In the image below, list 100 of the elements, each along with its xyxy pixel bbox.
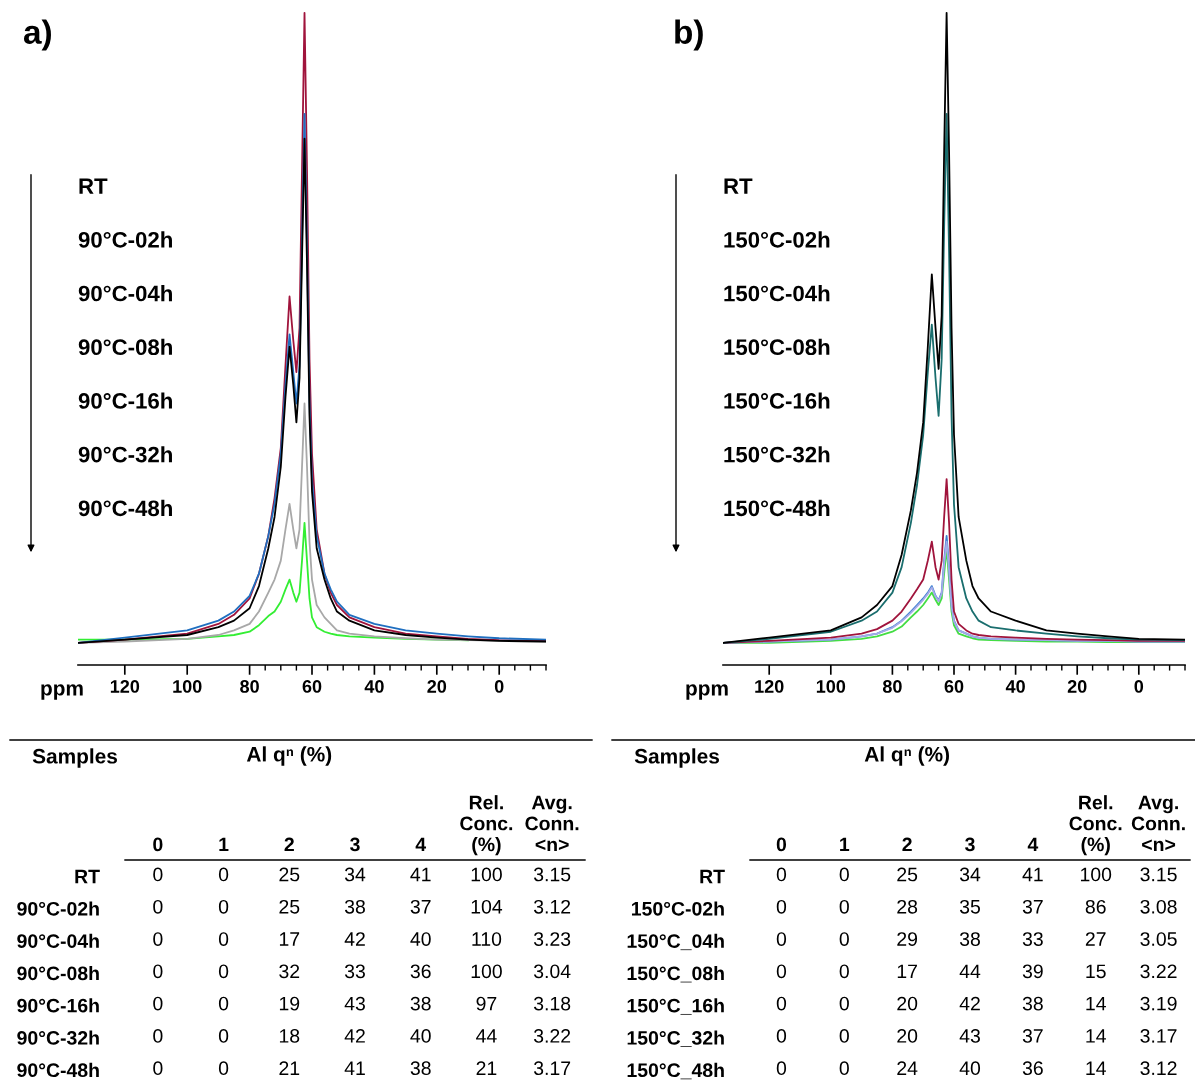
data-label: 3.17 xyxy=(1140,1029,1177,1043)
data-label: 25 xyxy=(279,899,300,914)
data-label: 3.23 xyxy=(533,932,571,946)
y-tick-label: 150°C_32h xyxy=(627,1030,724,1047)
data-label: 21 xyxy=(279,1061,300,1075)
data-label: 37 xyxy=(410,899,431,914)
data-label: 3.04 xyxy=(533,964,571,979)
y-tick-label: 90°C-32h xyxy=(17,1030,99,1045)
data-label: 0 xyxy=(839,964,849,979)
data-label: 38 xyxy=(410,1061,431,1076)
annotation: 90°C-04h xyxy=(78,285,172,302)
x-tick-label: 60 xyxy=(944,680,964,693)
data-label: 0 xyxy=(218,964,229,979)
data-label: 24 xyxy=(897,1061,918,1075)
annotation: 150°C-16h xyxy=(724,392,830,409)
data-label: 0 xyxy=(776,964,787,979)
data-label: 38 xyxy=(344,899,365,914)
annotation: 90°C-16h xyxy=(78,392,172,409)
data-label: 0 xyxy=(839,996,849,1011)
x-tick-label: 0 xyxy=(494,680,504,693)
annotation: 90°C-32h xyxy=(78,446,172,463)
x-tick-label: 40 xyxy=(1005,680,1025,693)
data-label: 3.12 xyxy=(533,899,571,914)
y-tick-label: RT xyxy=(700,869,725,884)
x-tick-label: Avg. Conn. <n> xyxy=(1131,795,1185,852)
x-tick-label: 4 xyxy=(415,837,427,852)
x-tick-label: 1 xyxy=(219,837,229,852)
y-tick-label: 90°C-04h xyxy=(17,933,99,948)
data-label: 0 xyxy=(839,1029,849,1043)
data-label: 3.18 xyxy=(533,996,571,1011)
data-label: 20 xyxy=(897,1029,918,1043)
data-label: 0 xyxy=(776,899,787,914)
x-tick-label: 2 xyxy=(902,837,912,852)
data-label: 100 xyxy=(471,867,502,882)
x-tick-label: 4 xyxy=(1027,837,1039,852)
y-tick-label: 150°C_48h xyxy=(627,1062,724,1080)
x-tick-label: 120 xyxy=(110,680,140,693)
text: Al qⁿ (%) xyxy=(864,746,949,766)
data-label: 0 xyxy=(776,932,787,946)
x-tick-label: 1 xyxy=(840,837,850,852)
data-label: 34 xyxy=(959,867,981,882)
y-tick-label: 150°C_04h xyxy=(627,933,724,951)
data-label: 18 xyxy=(279,1029,300,1043)
data-label: 29 xyxy=(897,932,918,946)
y-tick-label: 90°C-02h xyxy=(17,901,99,916)
data-label: 41 xyxy=(410,867,431,882)
x-tick-label: Avg. Conn. <n> xyxy=(525,795,579,852)
data-label: 17 xyxy=(279,932,300,946)
y-tick-label: RT xyxy=(75,869,100,884)
x-tick-label: 3 xyxy=(350,837,360,852)
y-tick-label: 90°C-08h xyxy=(17,965,99,981)
y-tick-label: 150°C_08h xyxy=(627,965,724,983)
data-label: 41 xyxy=(344,1061,365,1075)
y-tick-label: 150°C-02h xyxy=(631,901,724,916)
x-tick-label: 0 xyxy=(153,837,163,852)
data-label: 44 xyxy=(959,964,981,979)
data-label: 0 xyxy=(153,1061,163,1076)
data-label: 37 xyxy=(1022,1029,1043,1043)
data-label: 3.19 xyxy=(1140,996,1177,1011)
data-label: 15 xyxy=(1086,964,1106,979)
data-label: 14 xyxy=(1086,996,1106,1011)
annotation: 90°C-48h xyxy=(78,499,172,517)
data-label: 14 xyxy=(1086,1029,1106,1043)
annotation: 150°C-08h xyxy=(724,338,830,356)
x-tick-label: 80 xyxy=(882,680,902,693)
data-label: 0 xyxy=(776,1029,787,1043)
text: Samples xyxy=(634,748,719,768)
data-label: 20 xyxy=(897,996,918,1011)
data-label: 0 xyxy=(153,867,163,882)
x-tick-label: 2 xyxy=(284,837,294,852)
data-label: 3.05 xyxy=(1140,932,1177,946)
data-label: 0 xyxy=(776,1061,787,1076)
x-tick-label: 3 xyxy=(965,837,975,852)
data-label: 28 xyxy=(897,899,918,914)
data-label: 0 xyxy=(839,899,849,914)
data-label: 40 xyxy=(959,1061,981,1076)
data-label: 0 xyxy=(776,996,787,1011)
annotation: 150°C-04h xyxy=(724,285,830,302)
data-label: 43 xyxy=(959,1029,980,1043)
data-label: 38 xyxy=(1022,996,1043,1011)
data-label: 36 xyxy=(1022,1061,1043,1076)
x-tick-label: 80 xyxy=(240,680,259,693)
annotation: 150°C-32h xyxy=(724,446,830,463)
data-label: 34 xyxy=(344,867,366,882)
data-label: 100 xyxy=(471,964,502,979)
data-label: 38 xyxy=(410,996,431,1011)
data-label: 97 xyxy=(476,996,497,1011)
data-label: 0 xyxy=(218,996,229,1011)
data-label: 42 xyxy=(344,932,365,946)
data-label: 0 xyxy=(839,932,849,946)
data-label: 110 xyxy=(472,932,502,946)
y-tick-label: 90°C-16h xyxy=(17,998,99,1013)
x-tick-label: Rel. Conc. (%) xyxy=(460,795,513,856)
data-label: 0 xyxy=(218,867,229,882)
data-label: 42 xyxy=(959,996,980,1011)
data-label: 3.12 xyxy=(1140,1061,1177,1076)
data-label: 3.22 xyxy=(533,1029,571,1043)
data-label: 39 xyxy=(1022,964,1043,979)
data-label: 44 xyxy=(476,1029,497,1043)
data-label: 3.15 xyxy=(533,867,571,882)
